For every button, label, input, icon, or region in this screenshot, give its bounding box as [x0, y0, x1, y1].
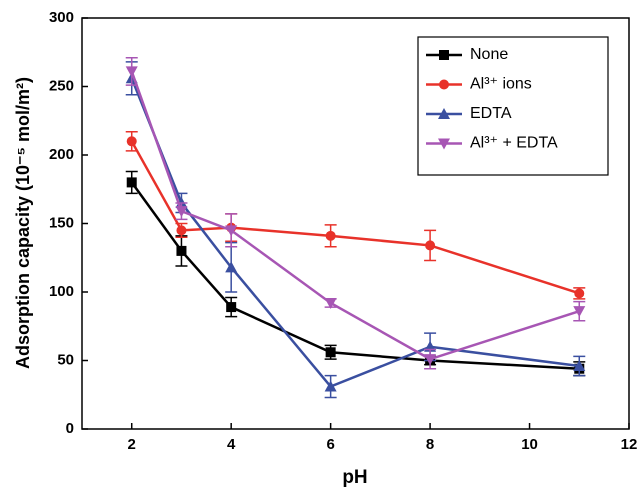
marker: [225, 261, 238, 273]
series-line: [130, 140, 580, 295]
marker: [424, 354, 437, 366]
marker: [438, 108, 450, 119]
y-tick-label: 0: [66, 420, 74, 437]
legend-box: [417, 36, 609, 176]
marker: [325, 230, 336, 241]
marker: [176, 245, 187, 256]
legend-label: None: [470, 46, 508, 63]
y-tick-label: 250: [49, 77, 74, 94]
marker: [325, 347, 336, 358]
x-tick-label: 2: [128, 436, 136, 453]
marker: [573, 359, 586, 371]
marker: [438, 138, 450, 150]
series-line: [130, 181, 580, 370]
x-tick-label: 10: [521, 436, 538, 453]
y-axis-label: Adsorption capacity (10⁻⁵ mol/m²): [13, 77, 33, 369]
marker: [126, 177, 137, 188]
marker: [324, 297, 337, 309]
marker: [125, 66, 138, 78]
series-line: [130, 71, 580, 361]
marker: [175, 206, 188, 218]
marker: [574, 288, 585, 299]
marker: [176, 225, 187, 236]
y-tick-label: 300: [49, 9, 74, 26]
marker: [425, 240, 436, 251]
x-axis-label: pH: [342, 467, 367, 488]
y-tick-label: 200: [49, 146, 74, 163]
marker: [573, 306, 586, 318]
y-tick-label: 150: [49, 214, 74, 231]
y-tick-label: 100: [49, 283, 74, 300]
marker: [126, 136, 137, 147]
x-tick-label: 12: [621, 436, 638, 453]
y-tick-label: 50: [57, 351, 74, 368]
legend-label: EDTA: [470, 105, 512, 122]
marker: [226, 302, 237, 313]
legend-label: Al³⁺ ions: [470, 76, 532, 93]
marker: [439, 50, 449, 60]
x-tick-label: 6: [326, 436, 334, 453]
marker: [225, 225, 238, 237]
x-tick-label: 4: [227, 436, 236, 453]
marker: [439, 79, 449, 90]
x-tick-label: 8: [426, 436, 434, 453]
marker: [324, 380, 337, 392]
legend-label: Al³⁺ + EDTA: [470, 135, 558, 152]
